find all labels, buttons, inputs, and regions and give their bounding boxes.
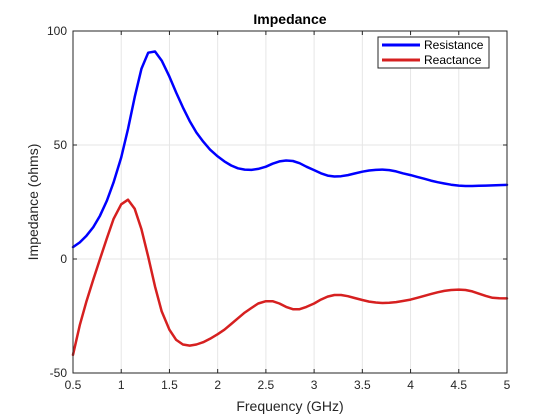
x-tick-label: 2 [214,378,221,392]
series-line-resistance [71,50,509,249]
chart-title: Impedance [253,11,326,27]
x-tick-label: 3 [311,378,318,392]
x-tick-label: 5 [504,378,511,392]
x-axis-label: Frequency (GHz) [236,398,343,414]
legend-label-reactance: Reactance [424,53,482,67]
x-tick-label: 1 [118,378,125,392]
legend-box [377,36,490,69]
x-tick-label: 1.5 [161,378,178,392]
y-tick-label: 0 [60,252,67,266]
x-tick-label: 4.5 [450,378,467,392]
y-tick-label: -50 [50,366,68,380]
legend: Resistance Reactance [377,36,490,69]
x-tick-label: 3.5 [354,378,371,392]
series-line-reactance [71,198,509,357]
x-tick-label: 4 [407,378,414,392]
y-tick-label: 50 [54,138,68,152]
x-tick-label: 2.5 [258,378,275,392]
y-tick-label: 100 [47,24,67,38]
series-layer [71,50,509,357]
plot-area [73,31,507,373]
x-tick-label: 0.5 [65,378,82,392]
tick-layer: 0.5 1 1.5 2 2.5 3 3.5 4 4.5 5 -50 0 50 100 [47,24,511,392]
legend-label-resistance: Resistance [424,38,484,52]
y-axis-label: Impedance (ohms) [25,144,41,261]
axes-box [72,30,508,374]
